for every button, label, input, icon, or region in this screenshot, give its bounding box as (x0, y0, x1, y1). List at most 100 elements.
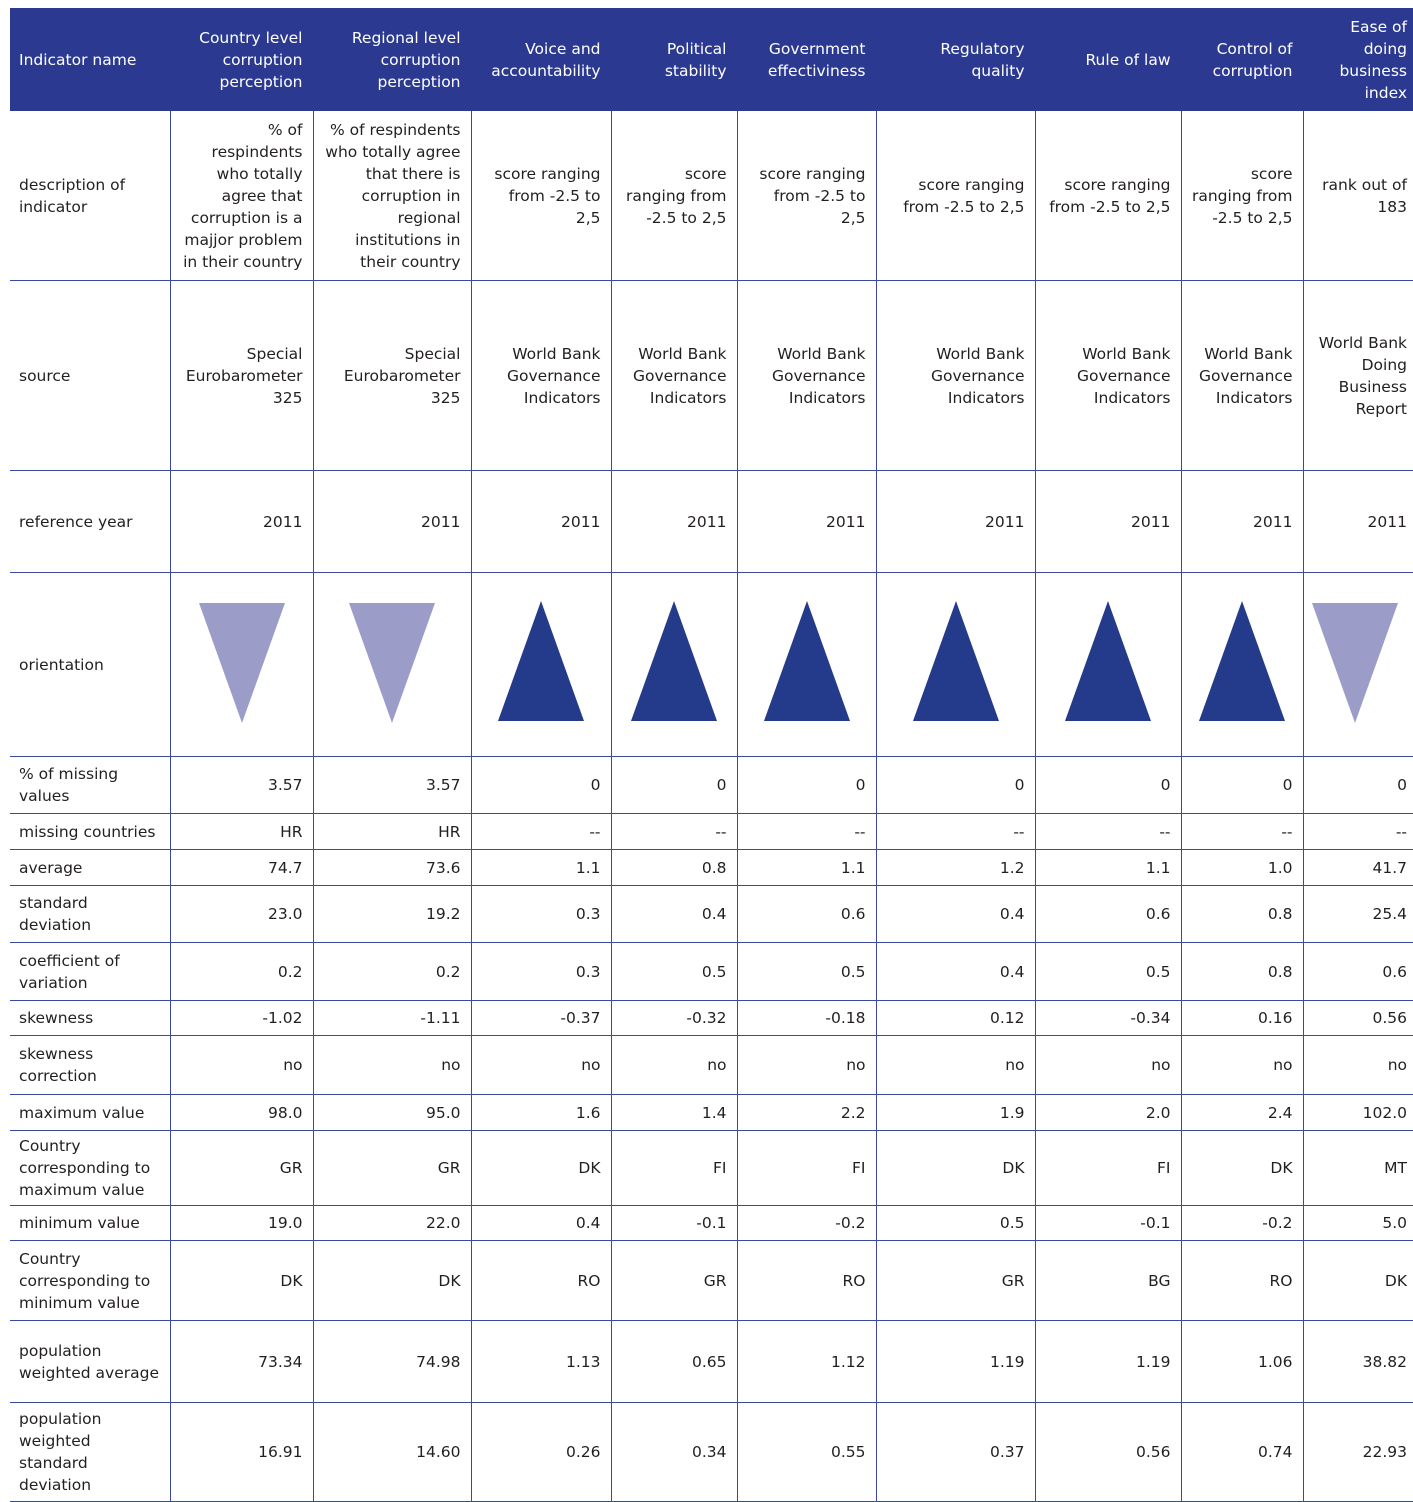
table-row: standard deviation 23.0 19.2 0.3 0.4 0.6 0.4 0.… (10, 885, 1413, 943)
data-cell: -0.34 (1034, 1000, 1182, 1036)
data-cell: 0.74 (1180, 1402, 1304, 1502)
data-cell: 0.8 (1180, 942, 1304, 1001)
data-cell: World Bank Doing Business Report (1302, 280, 1413, 471)
data-cell: 98.0 (169, 1094, 314, 1131)
header-cell: Ease of doing business index (1302, 8, 1413, 111)
data-cell: score ranging from -2.5 to 2,5 (470, 110, 612, 281)
data-cell: 2011 (610, 470, 738, 573)
table-row: population weighted standard deviation 16… (10, 1402, 1413, 1502)
indicator-table: Indicator name Country level corruption p… (10, 8, 1413, 1502)
data-cell: 5.0 (1302, 1205, 1413, 1241)
data-cell: 1.6 (470, 1094, 612, 1131)
data-cell: World Bank Governance Indicators (610, 280, 738, 471)
data-cell: DK (169, 1240, 314, 1321)
data-cell: 2011 (1180, 470, 1304, 573)
data-cell: no (169, 1035, 314, 1095)
data-cell: 1.9 (875, 1094, 1036, 1131)
header-cell: Regulatory quality (875, 8, 1036, 111)
data-cell: 1.4 (610, 1094, 738, 1131)
data-cell: FI (1034, 1130, 1182, 1206)
data-cell: FI (610, 1130, 738, 1206)
data-cell: no (1302, 1035, 1413, 1095)
orientation-cell (312, 572, 472, 757)
up-triangle (912, 600, 999, 721)
orientation-cell (875, 572, 1036, 757)
table-row: source Special Eurobarometer 325 Special E… (10, 280, 1413, 471)
data-cell: 1.2 (875, 849, 1036, 886)
data-cell: % of respindents who totally agree that … (169, 110, 314, 281)
header-cell: Government effectiviness (736, 8, 877, 111)
data-cell: 0.6 (1034, 885, 1182, 943)
data-cell: -- (736, 813, 877, 850)
data-cell: -0.1 (1034, 1205, 1182, 1241)
data-cell: HR (312, 813, 472, 850)
down-triangle (1312, 602, 1399, 723)
data-cell: no (736, 1035, 877, 1095)
data-cell: 73.34 (169, 1320, 314, 1403)
data-cell: 0.3 (470, 885, 612, 943)
up-triangle (631, 600, 717, 721)
data-cell: MT (1302, 1130, 1413, 1206)
data-cell: 25.4 (1302, 885, 1413, 943)
row-label: Country corresponding to minimum value (10, 1240, 171, 1321)
data-cell: 0.4 (875, 885, 1036, 943)
data-cell: 1.1 (470, 849, 612, 886)
data-cell: 0.37 (875, 1402, 1036, 1502)
orientation-icon (198, 602, 285, 723)
data-cell: -- (610, 813, 738, 850)
header-row: Indicator name Country level corruption p… (10, 8, 1413, 111)
data-cell: -0.32 (610, 1000, 738, 1036)
data-cell: 74.98 (312, 1320, 472, 1403)
data-cell: GR (610, 1240, 738, 1321)
data-cell: GR (169, 1130, 314, 1206)
row-label: coefficient of variation (10, 942, 171, 1001)
data-cell: 19.2 (312, 885, 472, 943)
data-cell: 2.2 (736, 1094, 877, 1131)
up-triangle (498, 600, 584, 721)
header-cell: Rule of law (1034, 8, 1182, 111)
orientation-icon (349, 602, 435, 723)
up-triangle (1065, 600, 1151, 721)
data-cell: no (610, 1035, 738, 1095)
data-cell: 2011 (470, 470, 612, 573)
table-row: average 74.7 73.6 1.1 0.8 1.1 1.2 1.1 1.0 41.7 (10, 849, 1413, 886)
table-row: coefficient of variation 0.2 0.2 0.3 0.5 0.5 0… (10, 942, 1413, 1001)
table-body: description of indicator% of respindents… (10, 110, 1413, 1502)
data-cell: RO (1180, 1240, 1304, 1321)
data-cell: 73.6 (312, 849, 472, 886)
header-cell: Political stability (610, 8, 738, 111)
data-cell: no (875, 1035, 1036, 1095)
row-label: maximum value (10, 1094, 171, 1131)
data-cell: DK (312, 1240, 472, 1321)
data-cell: 1.13 (470, 1320, 612, 1403)
data-cell: 0 (1302, 756, 1413, 814)
data-cell: 0 (610, 756, 738, 814)
orientation-icon (1199, 600, 1285, 721)
row-label: missing countries (10, 813, 171, 850)
data-cell: -1.11 (312, 1000, 472, 1036)
data-cell: score ranging from -2.5 to 2,5 (736, 110, 877, 281)
data-cell: 0.5 (610, 942, 738, 1001)
data-cell: rank out of 183 (1302, 110, 1413, 281)
data-cell: 1.0 (1180, 849, 1304, 886)
data-cell: % of respindents who totally agree that … (312, 110, 472, 281)
data-cell: -0.18 (736, 1000, 877, 1036)
data-cell: -- (1302, 813, 1413, 850)
data-cell: DK (470, 1130, 612, 1206)
data-cell: 0.2 (312, 942, 472, 1001)
data-cell: 0.12 (875, 1000, 1036, 1036)
data-cell: 22.93 (1302, 1402, 1413, 1502)
orientation-icon (763, 600, 850, 721)
data-cell: -- (1034, 813, 1182, 850)
data-cell: 0 (736, 756, 877, 814)
data-cell: RO (736, 1240, 877, 1321)
data-cell: -0.1 (610, 1205, 738, 1241)
down-triangle (198, 602, 285, 723)
data-cell: no (470, 1035, 612, 1095)
orientation-icon (1065, 600, 1151, 721)
data-cell: 0.4 (875, 942, 1036, 1001)
data-cell: 0.4 (610, 885, 738, 943)
data-cell: score ranging from -2.5 to 2,5 (875, 110, 1036, 281)
data-cell: FI (736, 1130, 877, 1206)
row-label: description of indicator (10, 110, 171, 281)
